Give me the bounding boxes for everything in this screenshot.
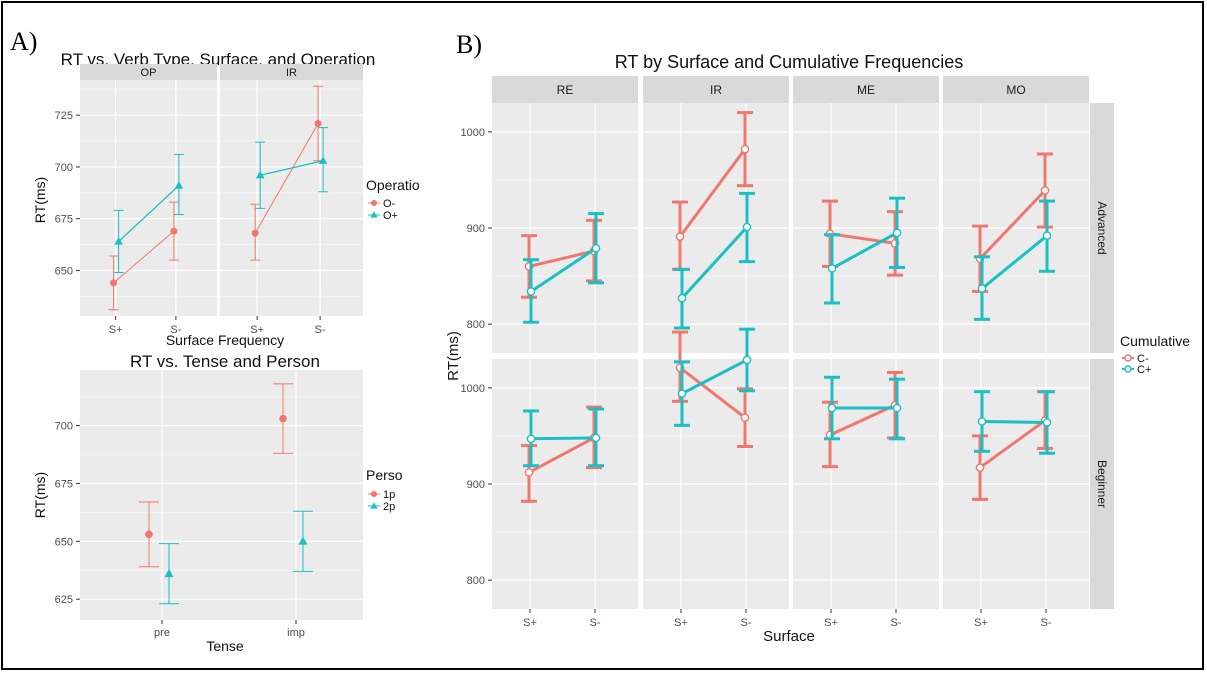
facet-strip-label: ME	[857, 83, 875, 97]
data-point-C+	[1043, 232, 1050, 239]
x-tick-label: S+	[674, 617, 688, 629]
legend-key-marker	[371, 491, 377, 497]
legend-key-marker	[1125, 366, 1131, 372]
chart-a1-legend-title: Operatio	[366, 177, 420, 193]
y-tick-label: 900	[467, 479, 485, 491]
y-tick-label: 900	[467, 223, 485, 235]
y-tick-label: 1000	[461, 127, 485, 139]
legend-key-marker	[1125, 355, 1131, 361]
chart-b-legend-title: Cumulative	[1120, 333, 1190, 349]
data-point-C+	[678, 390, 685, 397]
data-point-C+	[527, 435, 534, 442]
legend-entry-label: 1p	[383, 489, 395, 501]
chart-a1-y-axis-label: RT(ms)	[32, 177, 48, 223]
data-point-O-	[315, 120, 322, 127]
y-tick-label: 675	[55, 214, 73, 226]
data-point-C+	[978, 418, 985, 425]
chart-a2-y-axis-label: RT(ms)	[32, 472, 48, 518]
legend-entry-label: C+	[1137, 364, 1151, 376]
panel-letter-a: A)	[10, 27, 37, 56]
y-tick-label: 650	[55, 265, 73, 277]
y-tick-label: 800	[467, 319, 485, 331]
data-point-C+	[678, 295, 685, 302]
chart-a2-x-axis-label: Tense	[206, 638, 244, 654]
data-point-C-	[676, 233, 683, 240]
data-point-1p	[145, 531, 153, 539]
data-point-O-	[170, 228, 177, 235]
chart-a1-x-axis-label: Surface Frequency	[166, 332, 284, 348]
data-point-C+	[893, 404, 900, 411]
x-tick-label: imp	[287, 627, 305, 639]
data-point-C-	[741, 146, 748, 153]
y-tick-label: 700	[55, 162, 73, 174]
data-point-C+	[978, 285, 985, 292]
data-point-C+	[1043, 419, 1050, 426]
series-line-C+	[531, 438, 596, 439]
x-tick-label: S+	[824, 617, 838, 629]
legend-entry-label: O-	[383, 198, 396, 210]
x-tick-label: S-	[315, 324, 326, 336]
chart-a2-title: RT vs. Tense and Person	[130, 352, 320, 371]
x-tick-label: S+	[523, 617, 537, 629]
y-tick-label: 700	[55, 421, 73, 433]
legend-entry-label: O+	[383, 210, 398, 222]
chart-b-title: RT by Surface and Cumulative Frequencies	[615, 52, 964, 72]
legend-entry-label: 2p	[383, 501, 395, 513]
facet-strip-label: IR	[286, 67, 297, 79]
x-tick-label: S-	[741, 617, 752, 629]
legend-key-marker	[371, 200, 377, 206]
data-point-C+	[527, 288, 534, 295]
y-tick-label: 625	[55, 594, 73, 606]
facet-strip-row-label: Advanced	[1095, 201, 1109, 254]
legend-key-marker	[370, 211, 377, 217]
facet-strip-label: IR	[710, 83, 722, 97]
y-tick-label: 725	[55, 110, 73, 122]
data-point-O-	[110, 279, 117, 286]
y-tick-label: 675	[55, 478, 73, 490]
data-point-C+	[592, 434, 599, 441]
y-tick-label: 1000	[461, 383, 485, 395]
data-point-C+	[893, 229, 900, 236]
data-point-C+	[828, 404, 835, 411]
data-point-C+	[592, 245, 599, 252]
y-tick-label: 800	[467, 575, 485, 587]
data-point-C-	[741, 414, 748, 421]
x-tick-label: S+	[974, 617, 988, 629]
series-line-C+	[982, 422, 1047, 423]
chart-b-y-axis-label: RT(ms)	[445, 331, 462, 381]
x-tick-label: S-	[1041, 617, 1052, 629]
data-point-C+	[743, 356, 750, 363]
facet-strip-row-label: Beginner	[1095, 460, 1109, 508]
data-point-1p	[279, 415, 287, 423]
facet-strip-label: OP	[141, 67, 157, 79]
x-tick-label: S+	[109, 324, 123, 336]
data-point-C-	[525, 469, 532, 476]
chart-b-x-axis-label: Surface	[763, 628, 815, 645]
legend-key-marker	[370, 502, 377, 508]
facet-strip-label: MO	[1006, 83, 1025, 97]
data-point-C-	[1041, 187, 1048, 194]
x-tick-label: pre	[154, 627, 170, 639]
chart-a2-panel-bg	[80, 370, 363, 620]
x-tick-label: S-	[891, 617, 902, 629]
y-tick-label: 650	[55, 536, 73, 548]
panel-letter-b: B)	[456, 30, 482, 59]
data-point-O-	[252, 230, 259, 237]
x-tick-label: S-	[590, 617, 601, 629]
data-point-C-	[976, 464, 983, 471]
facet-strip-label: RE	[557, 83, 574, 97]
chart-a2-legend-title: Perso	[366, 467, 403, 483]
data-point-C+	[743, 223, 750, 230]
data-point-C+	[828, 265, 835, 272]
